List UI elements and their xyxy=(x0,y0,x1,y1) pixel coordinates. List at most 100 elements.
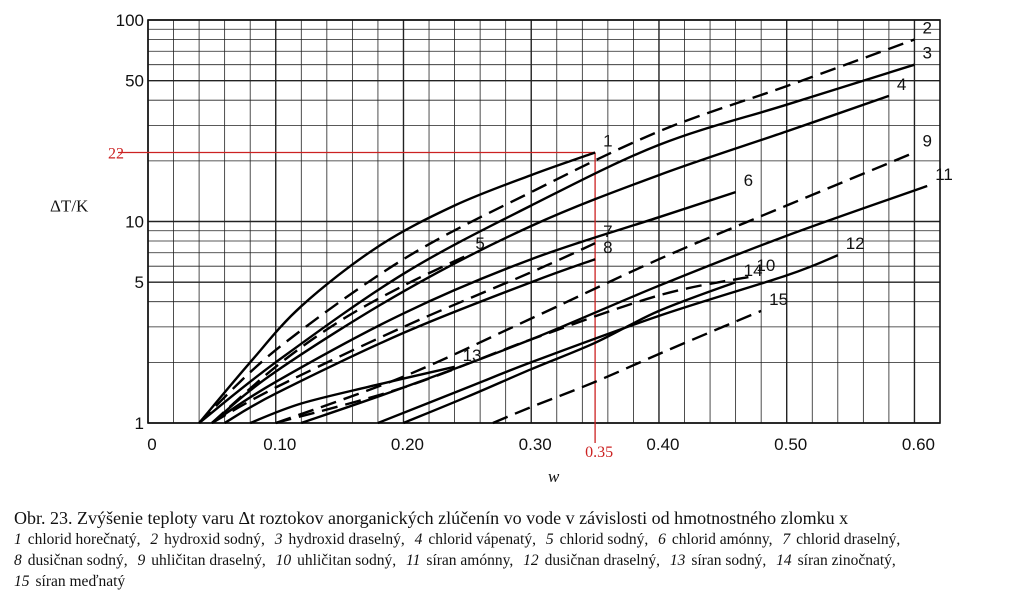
legend-name: chlorid horečnatý, xyxy=(27,531,141,548)
legend-number: 15 xyxy=(14,573,30,590)
caption-legend: 1 chlorid horečnatý, 2 hydroxid sodný, 3 hy… xyxy=(14,529,1014,592)
legend-name: chlorid amónny, xyxy=(671,531,773,548)
legend-item: 4 chlorid vápenatý, xyxy=(415,531,542,548)
legend-name: uhličitan draselný, xyxy=(151,552,266,569)
series-label-15: 15 xyxy=(769,290,788,309)
y-tick-label: 10 xyxy=(125,213,144,232)
y-tick-label: 1 xyxy=(135,414,144,433)
series-line-9 xyxy=(275,151,915,425)
series-label-8: 8 xyxy=(603,238,612,257)
legend-number: 10 xyxy=(275,552,292,569)
series-lines xyxy=(198,38,928,425)
legend-item: 12 dusičnan draselný, xyxy=(523,552,666,569)
legend-number: 11 xyxy=(406,552,421,569)
series-label-11: 11 xyxy=(935,165,953,184)
x-tick-label: 0.50 xyxy=(774,435,807,454)
legend-item: 10 uhličitan sodný, xyxy=(276,552,403,569)
series-label-12: 12 xyxy=(846,234,865,253)
figure-caption: Obr. 23. Zvýšenie teploty varu Δt roztok… xyxy=(14,508,1014,592)
series-line-5 xyxy=(211,254,468,424)
series-label-14: 14 xyxy=(744,261,763,280)
legend-number: 14 xyxy=(776,552,792,569)
legend-number: 12 xyxy=(523,552,539,569)
x-tick-label: 0 xyxy=(147,435,156,454)
legend-item: 7 chlorid draselný, xyxy=(782,531,906,548)
series-line-14 xyxy=(403,281,737,425)
series-label-5: 5 xyxy=(475,234,484,253)
legend-number: 4 xyxy=(414,531,423,548)
legend-name: dusičnan draselný, xyxy=(544,552,660,569)
legend-item: 5 chlorid sodný, xyxy=(546,531,654,548)
x-axis-label: w xyxy=(548,467,560,486)
legend-item: 13 síran sodný, xyxy=(670,552,772,569)
highlight-y-label: 22 xyxy=(108,146,124,163)
legend-item: 6 chlorid amónny, xyxy=(658,531,778,548)
series-line-3 xyxy=(198,63,915,424)
y-tick-label: 100 xyxy=(116,11,144,30)
legend-name: síran meďnatý xyxy=(35,573,126,590)
x-tick-label: 0.40 xyxy=(646,435,679,454)
series-line-4 xyxy=(211,94,890,424)
legend-item: 2 hydroxid sodný, xyxy=(150,531,271,548)
series-line-12 xyxy=(377,254,839,425)
highlight-x-label: 0.35 xyxy=(585,444,613,461)
series-label-2: 2 xyxy=(922,19,931,38)
legend-name: hydroxid draselný, xyxy=(288,531,405,548)
caption-title: Obr. 23. Zvýšenie teploty varu Δt roztok… xyxy=(14,508,849,528)
legend-number: 7 xyxy=(782,531,791,548)
series-label-9: 9 xyxy=(922,132,931,151)
grid xyxy=(147,19,941,424)
legend-number: 1 xyxy=(14,531,22,548)
series-label-6: 6 xyxy=(744,171,753,190)
legend-name: dusičnan sodný, xyxy=(27,552,128,569)
legend-name: chlorid sodný, xyxy=(559,531,649,548)
series-line-10 xyxy=(275,275,749,425)
highlight-guides: 0.35 22 xyxy=(108,146,613,461)
legend-item: 11 síran amónny, xyxy=(406,552,519,569)
legend-item: 3 hydroxid draselný, xyxy=(275,531,411,548)
series-line-2 xyxy=(198,38,915,424)
legend-item: 1 chlorid horečnatý, xyxy=(14,531,147,548)
series-line-7 xyxy=(211,242,596,425)
legend-name: chlorid draselný, xyxy=(796,531,901,548)
legend-number: 3 xyxy=(274,531,283,548)
series-line-6 xyxy=(211,190,736,425)
x-tick-label: 0.30 xyxy=(519,435,552,454)
legend-name: chlorid vápenatý, xyxy=(428,531,536,548)
legend-name: síran zinočnatý, xyxy=(797,552,896,569)
legend-name: hydroxid sodný, xyxy=(164,531,265,548)
legend-number: 9 xyxy=(137,552,146,569)
series-line-8 xyxy=(224,258,596,425)
legend-name: uhličitan sodný, xyxy=(297,552,397,569)
legend-item: 14 síran zinočnatý, xyxy=(776,552,902,569)
legend-number: 2 xyxy=(150,531,159,548)
legend-item: 9 uhličitan draselný, xyxy=(138,552,272,569)
legend-item: 8 dusičnan sodný, xyxy=(14,552,134,569)
legend-name: síran amónny, xyxy=(426,552,514,569)
x-tick-label: 0.10 xyxy=(263,435,296,454)
y-axis-label: ΔT/K xyxy=(50,197,89,216)
series-label-1: 1 xyxy=(603,132,612,151)
legend-number: 5 xyxy=(545,531,554,548)
legend-number: 13 xyxy=(669,552,686,569)
y-tick-label: 50 xyxy=(125,72,144,91)
series-line-11 xyxy=(300,184,928,425)
legend-number: 8 xyxy=(14,552,22,569)
y-tick-label: 5 xyxy=(135,273,144,292)
x-tick-label: 0.20 xyxy=(391,435,424,454)
series-label-7: 7 xyxy=(603,222,612,241)
legend-number: 6 xyxy=(658,531,666,548)
series-line-13 xyxy=(249,365,455,425)
series-label-10: 10 xyxy=(756,256,775,275)
plot-frame xyxy=(147,19,941,424)
legend-item: 15 síran meďnatý xyxy=(14,573,131,590)
legend-name: síran sodný, xyxy=(691,552,767,569)
x-tick-label: 0.60 xyxy=(902,435,935,454)
series-line-15 xyxy=(492,309,762,425)
series-line-1 xyxy=(198,151,596,424)
series-label-13: 13 xyxy=(463,346,482,365)
series-label-3: 3 xyxy=(922,44,931,63)
